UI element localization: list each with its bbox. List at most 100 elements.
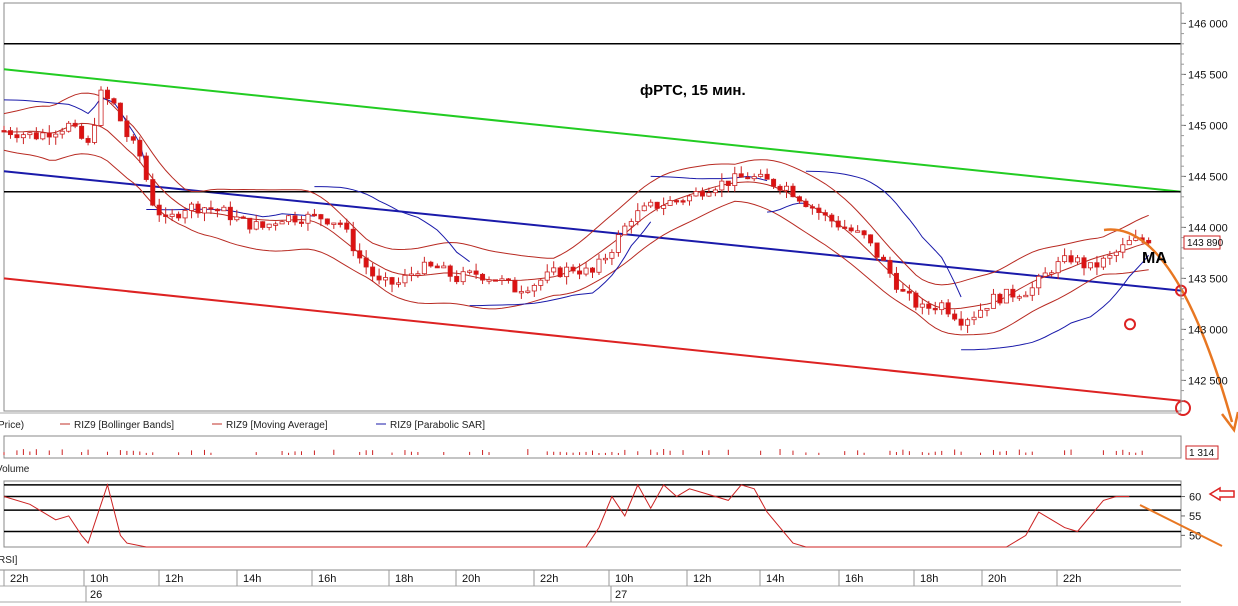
candle-body [796, 196, 802, 202]
candle-body [1100, 257, 1106, 268]
candle-body [512, 279, 518, 293]
legend: Price) RIZ9 [Bollinger Bands] RIZ9 [Moving… [0, 420, 485, 431]
candle-body [661, 205, 667, 209]
candle-body [195, 203, 201, 214]
candle-body [874, 242, 880, 258]
candle-body [1, 130, 7, 133]
rsi-pane [3, 480, 1182, 548]
candle-body [389, 277, 395, 285]
candle-body [745, 176, 751, 180]
candle-body [169, 213, 175, 217]
candle-body [79, 125, 85, 139]
time-label: 22h [1063, 573, 1081, 585]
time-label: 20h [988, 573, 1006, 585]
candle-body [803, 200, 809, 208]
candle-body [260, 221, 266, 228]
forecast-arrow-head [1221, 411, 1238, 433]
candle-body [939, 302, 945, 311]
candle-body [990, 293, 996, 309]
time-label: 22h [540, 573, 558, 585]
sar-segment [314, 186, 470, 263]
candle-body [861, 230, 867, 236]
candle-body [641, 205, 647, 212]
candle-body [829, 214, 835, 222]
candle-body [887, 259, 893, 274]
candle-body [266, 223, 272, 228]
candle-body [1016, 296, 1022, 299]
candle-body [706, 192, 712, 197]
candle-body [357, 250, 363, 259]
candle-body [725, 180, 731, 186]
candle-body [163, 214, 169, 217]
candle-body [130, 136, 136, 141]
candle-body [1081, 257, 1087, 269]
candle-body [27, 132, 33, 136]
price-tick-label: 144 000 [1188, 222, 1228, 234]
candle-body [434, 265, 440, 269]
candle-body [674, 200, 680, 203]
candle-body [900, 289, 906, 292]
time-label: 20h [462, 573, 480, 585]
candle-body [337, 222, 343, 225]
price-tick-label: 143 500 [1188, 273, 1228, 285]
last-price-box [1183, 235, 1221, 250]
candle-body [893, 272, 899, 290]
candle-body [499, 278, 505, 281]
time-axis: 22h 10h 12h 14h 16h 18h 20h 22h 10h 12h 14h 16h 18h 2… [3, 570, 1081, 602]
candle-body [952, 313, 958, 320]
candle-body [98, 89, 104, 126]
candle-body [1146, 239, 1152, 244]
candle-body [978, 309, 984, 318]
last-price-label: 143 890 [1187, 238, 1224, 249]
candle-body [648, 201, 654, 207]
rsi-forecast-arrow [1139, 504, 1223, 547]
candle-body [402, 274, 408, 284]
candle-body [227, 206, 233, 221]
candle-body [331, 222, 337, 225]
day-label: 26 [90, 589, 102, 601]
volume-value-box [1185, 445, 1219, 460]
candle-body [1062, 255, 1068, 263]
candle-body [609, 252, 615, 259]
candle-body [1042, 272, 1048, 277]
candle-body [415, 273, 421, 276]
candle-body [551, 267, 557, 273]
volume-value-label: 1 314 [1189, 448, 1214, 459]
candle-body [298, 221, 304, 224]
candle-body [965, 319, 971, 326]
candle-body [790, 185, 796, 198]
candle-body [719, 180, 725, 191]
candle-body [926, 303, 932, 309]
rsi-levels [4, 484, 1181, 533]
time-label: 18h [920, 573, 938, 585]
volume-pane-label: Volume [0, 464, 30, 475]
candle-body [1036, 275, 1042, 289]
time-label: 22h [10, 573, 28, 585]
candle-body [589, 267, 596, 273]
candle-body [919, 303, 925, 308]
candle-body [189, 203, 195, 211]
candle-body [428, 261, 434, 267]
candle-body [473, 270, 479, 275]
candle-body [1068, 255, 1074, 263]
candle-body [699, 191, 705, 197]
volume-bars [3, 449, 1143, 455]
price-tick-label: 145 000 [1188, 120, 1228, 132]
candle-body [1049, 272, 1055, 275]
candle-body [1055, 261, 1061, 274]
candle-body [486, 279, 492, 282]
candle-body [344, 222, 350, 230]
time-label: 10h [615, 573, 633, 585]
candle-body [913, 292, 919, 308]
candle-body [182, 210, 188, 219]
candle-body [667, 200, 673, 206]
candle-body [777, 185, 783, 191]
candle-body [738, 173, 744, 178]
candle-body [208, 207, 214, 210]
candle-body [92, 125, 98, 143]
candle-body [1107, 255, 1113, 259]
candle-body [868, 234, 874, 244]
candle-body [822, 212, 828, 216]
forecast-arrow-curve [1103, 228, 1234, 423]
